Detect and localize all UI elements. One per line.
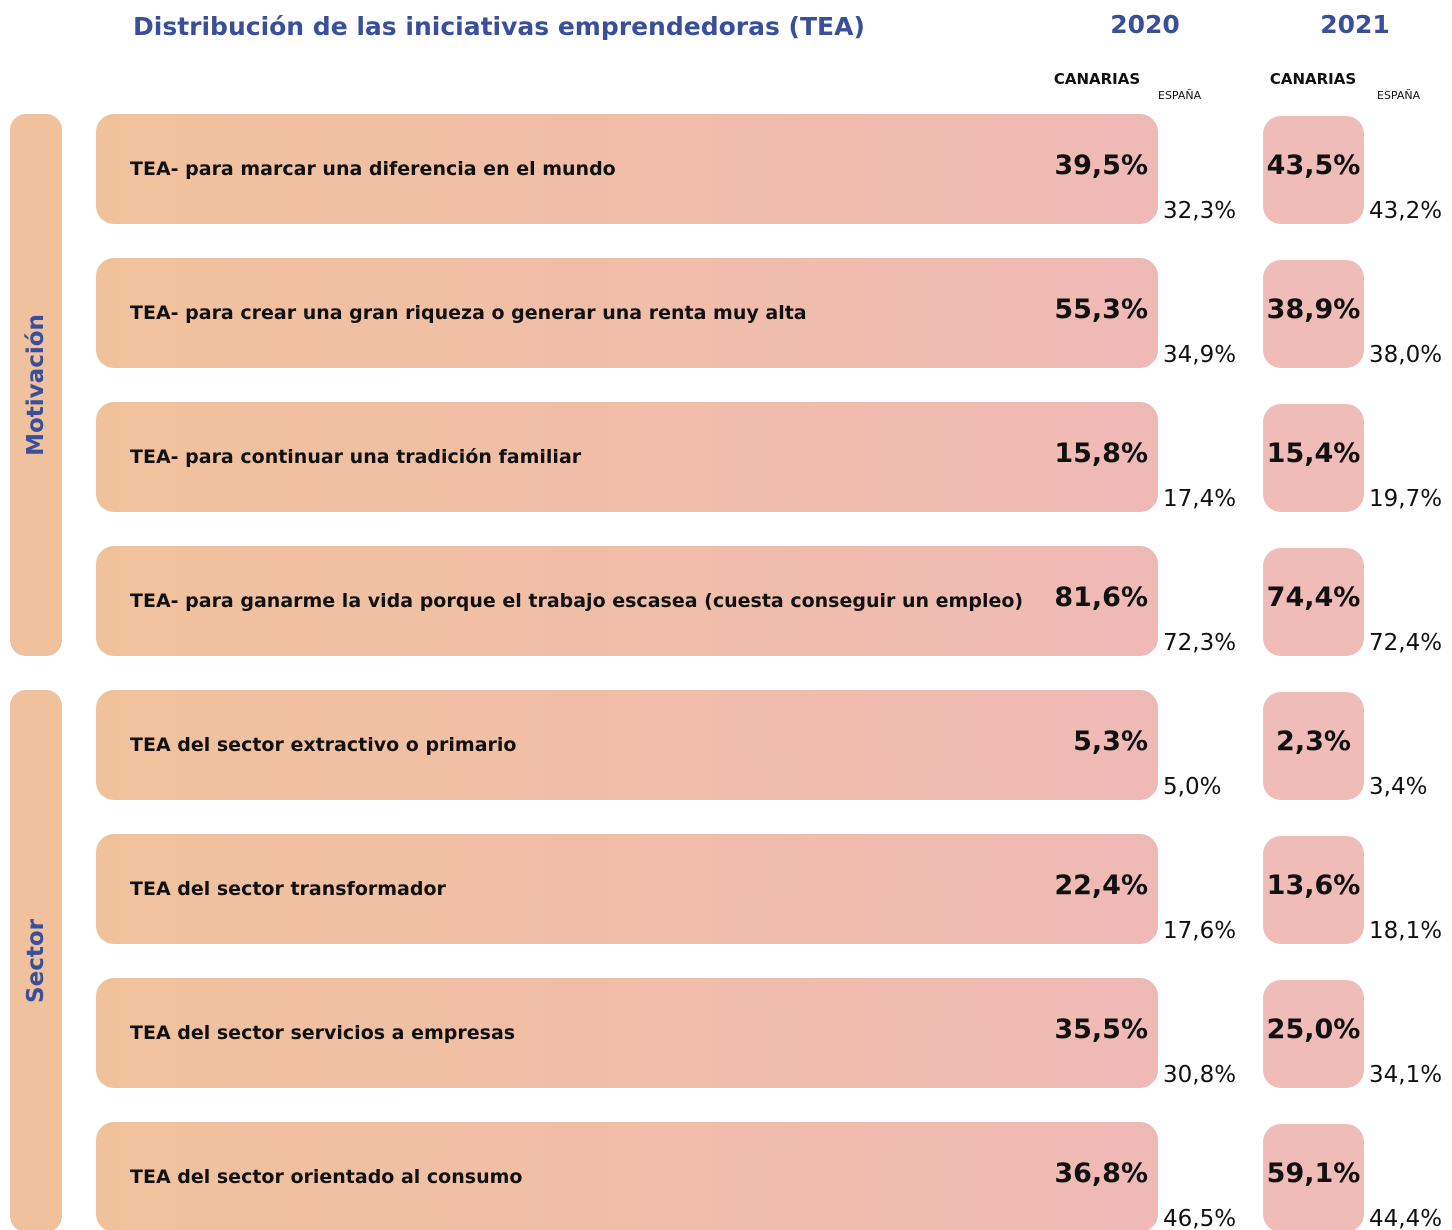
value-espana: 17,4% <box>1163 486 1237 512</box>
row-label: TEA- para crear una gran riqueza o gener… <box>130 302 807 324</box>
row-bar <box>96 690 1158 800</box>
value-espana: 38,0% <box>1369 342 1443 368</box>
year-header: 2021 <box>1320 10 1390 39</box>
year-header: 2020 <box>1110 10 1180 39</box>
group-label: Sector <box>23 919 49 1003</box>
row-box <box>1263 116 1364 224</box>
column-header: ESPAÑA <box>1158 89 1202 102</box>
value-canarias: 35,5% <box>1054 1014 1148 1045</box>
row-label: TEA- para marcar una diferencia en el mu… <box>130 158 616 180</box>
row-bar <box>96 978 1158 1088</box>
value-canarias: 15,4% <box>1266 438 1361 469</box>
value-espana: 72,4% <box>1369 630 1443 656</box>
group-band: Sector <box>10 690 62 1230</box>
value-espana: 32,3% <box>1163 198 1237 224</box>
row-label: TEA del sector extractivo o primario <box>130 734 517 756</box>
value-canarias: 15,8% <box>1054 438 1148 469</box>
row-box <box>1263 836 1364 944</box>
group-label: Motivación <box>23 314 49 456</box>
value-canarias: 81,6% <box>1054 582 1148 613</box>
value-canarias: 39,5% <box>1054 150 1148 181</box>
row-box <box>1263 1124 1364 1230</box>
row-bar <box>96 834 1158 944</box>
value-espana: 46,5% <box>1163 1206 1237 1230</box>
value-espana: 17,6% <box>1163 918 1237 944</box>
value-espana: 34,9% <box>1163 342 1237 368</box>
value-espana: 43,2% <box>1369 198 1443 224</box>
value-canarias: 2,3% <box>1276 726 1351 757</box>
row-bar <box>96 1122 1158 1230</box>
value-canarias: 5,3% <box>1073 726 1148 757</box>
value-espana: 34,1% <box>1369 1062 1443 1088</box>
row-box <box>1263 692 1364 800</box>
column-header: ESPAÑA <box>1377 89 1421 102</box>
row-label: TEA del sector orientado al consumo <box>130 1166 523 1188</box>
row-bar <box>96 402 1158 512</box>
column-header: CANARIAS <box>1269 70 1357 88</box>
row-bar <box>96 546 1158 656</box>
value-canarias: 13,6% <box>1266 870 1361 901</box>
row-box <box>1263 548 1364 656</box>
row-box <box>1263 980 1364 1088</box>
value-espana: 3,4% <box>1369 774 1428 800</box>
value-canarias: 38,9% <box>1266 294 1361 325</box>
value-espana: 72,3% <box>1163 630 1237 656</box>
value-espana: 44,4% <box>1369 1206 1443 1230</box>
group-band: Motivación <box>10 114 62 656</box>
row-bar <box>96 258 1158 368</box>
value-espana: 18,1% <box>1369 918 1443 944</box>
row-bar <box>96 114 1158 224</box>
value-canarias: 55,3% <box>1054 294 1148 325</box>
value-espana: 19,7% <box>1369 486 1443 512</box>
row-label: TEA del sector transformador <box>130 878 446 900</box>
value-canarias: 43,5% <box>1266 150 1361 181</box>
value-canarias: 25,0% <box>1266 1014 1361 1045</box>
row-box <box>1263 404 1364 512</box>
value-canarias: 59,1% <box>1266 1158 1361 1189</box>
value-canarias: 74,4% <box>1266 582 1361 613</box>
row-label: TEA- para continuar una tradición famili… <box>130 446 582 468</box>
value-espana: 30,8% <box>1163 1062 1237 1088</box>
column-header: CANARIAS <box>1053 70 1141 88</box>
row-label: TEA del sector servicios a empresas <box>130 1022 516 1044</box>
value-espana: 5,0% <box>1163 774 1222 800</box>
row-box <box>1263 260 1364 368</box>
value-canarias: 22,4% <box>1054 870 1148 901</box>
value-canarias: 36,8% <box>1054 1158 1148 1189</box>
row-label: TEA- para ganarme la vida porque el trab… <box>130 590 1024 612</box>
title: Distribución de las iniciativas emprende… <box>133 12 865 41</box>
